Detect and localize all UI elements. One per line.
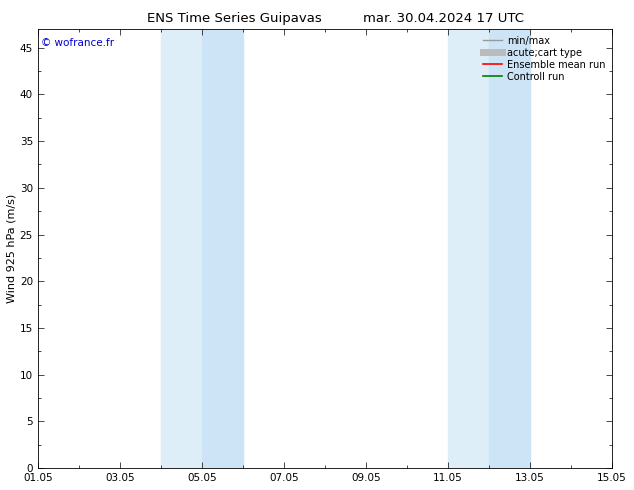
Bar (489, 29, 530, 468)
Y-axis label: Wind 925 hPa (m/s): Wind 925 hPa (m/s) (7, 194, 17, 303)
Bar (161, 29, 202, 468)
Text: mar. 30.04.2024 17 UTC: mar. 30.04.2024 17 UTC (363, 12, 524, 25)
Text: ENS Time Series Guipavas: ENS Time Series Guipavas (147, 12, 322, 25)
Text: © wofrance.fr: © wofrance.fr (41, 38, 114, 48)
Bar (202, 29, 243, 468)
Bar (448, 29, 489, 468)
Legend: min/max, acute;cart type, Ensemble mean run, Controll run: min/max, acute;cart type, Ensemble mean … (481, 34, 607, 84)
